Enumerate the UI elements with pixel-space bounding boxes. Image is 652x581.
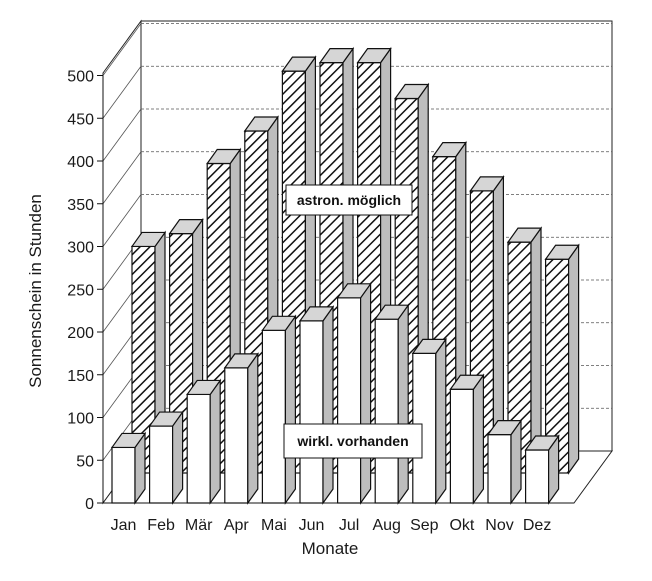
wirkl-bar-Sep (411, 337, 447, 505)
x-tick-label: Mär (185, 517, 213, 534)
y-tick-label: 500 (67, 69, 94, 86)
wirkl-bar-Feb (148, 410, 184, 505)
series-wirkl-vorhanden (110, 281, 560, 505)
y-tick-label: 150 (67, 368, 94, 385)
x-tick-label: Nov (485, 517, 513, 534)
astron-bar-Nov (506, 226, 543, 475)
y-tick-label: 350 (67, 197, 94, 214)
legend-astron-label: astron. möglich (297, 192, 401, 208)
y-tick-label: 200 (67, 325, 94, 342)
wirkl-bar-Dez (524, 434, 560, 505)
x-tick-label: Apr (224, 517, 250, 534)
y-tick-label: 0 (85, 496, 94, 513)
x-tick-label: Mai (261, 517, 287, 534)
wirkl-bar-Jul (336, 281, 372, 505)
legend-astron: astron. möglich (285, 184, 413, 216)
y-tick-label: 250 (67, 282, 94, 299)
astron-bar (544, 243, 580, 475)
y-axis-label: Sonnenschein in Stunden (26, 194, 45, 388)
wirkl-bar-Okt (449, 373, 485, 505)
x-tick-label: Sep (410, 517, 439, 534)
x-axis: Jan Feb Mär Apr Mai Jun Jul Aug Sep Okt Nov Dez (103, 502, 574, 534)
x-axis-label: Monate (302, 539, 359, 558)
y-tick-label: 300 (67, 240, 94, 257)
wirkl-bar-Jan (110, 431, 147, 505)
wirkl-bar-Aug (374, 303, 410, 505)
x-tick-label: Aug (372, 517, 400, 534)
gridline-side (102, 151, 142, 204)
astron-bar (506, 226, 543, 475)
legend-wirkl-label: wirkl. vorhanden (296, 433, 408, 449)
wirkl-bar-Jun (298, 305, 335, 505)
gridline-side (102, 66, 142, 119)
x-tick-label: Feb (147, 517, 175, 534)
x-tick-label: Okt (449, 517, 474, 534)
wirkl-bar-Apr (223, 352, 259, 505)
x-tick-label: Dez (523, 517, 551, 534)
wirkl-bar-Nov (486, 418, 523, 505)
y-axis: 0 50 100 150 200 250 300 350 400 450 500 (67, 69, 104, 513)
wirkl-bar-Mär (186, 378, 222, 505)
y-tick-label: 400 (67, 154, 94, 171)
y-tick-label: 100 (67, 411, 94, 428)
gridline-side (102, 194, 142, 247)
gridline-side (102, 23, 142, 76)
y-tick-label: 50 (76, 453, 94, 470)
x-tick-label: Jul (339, 517, 359, 534)
x-tick-label: Jun (299, 517, 325, 534)
x-tick-label: Jan (111, 517, 137, 534)
gridline-side (102, 108, 142, 162)
wirkl-bar-Mai (261, 314, 297, 505)
astron-bar-Dez (544, 243, 580, 475)
legend-wirkl: wirkl. vorhanden (283, 423, 423, 459)
y-tick-label: 450 (67, 111, 94, 128)
